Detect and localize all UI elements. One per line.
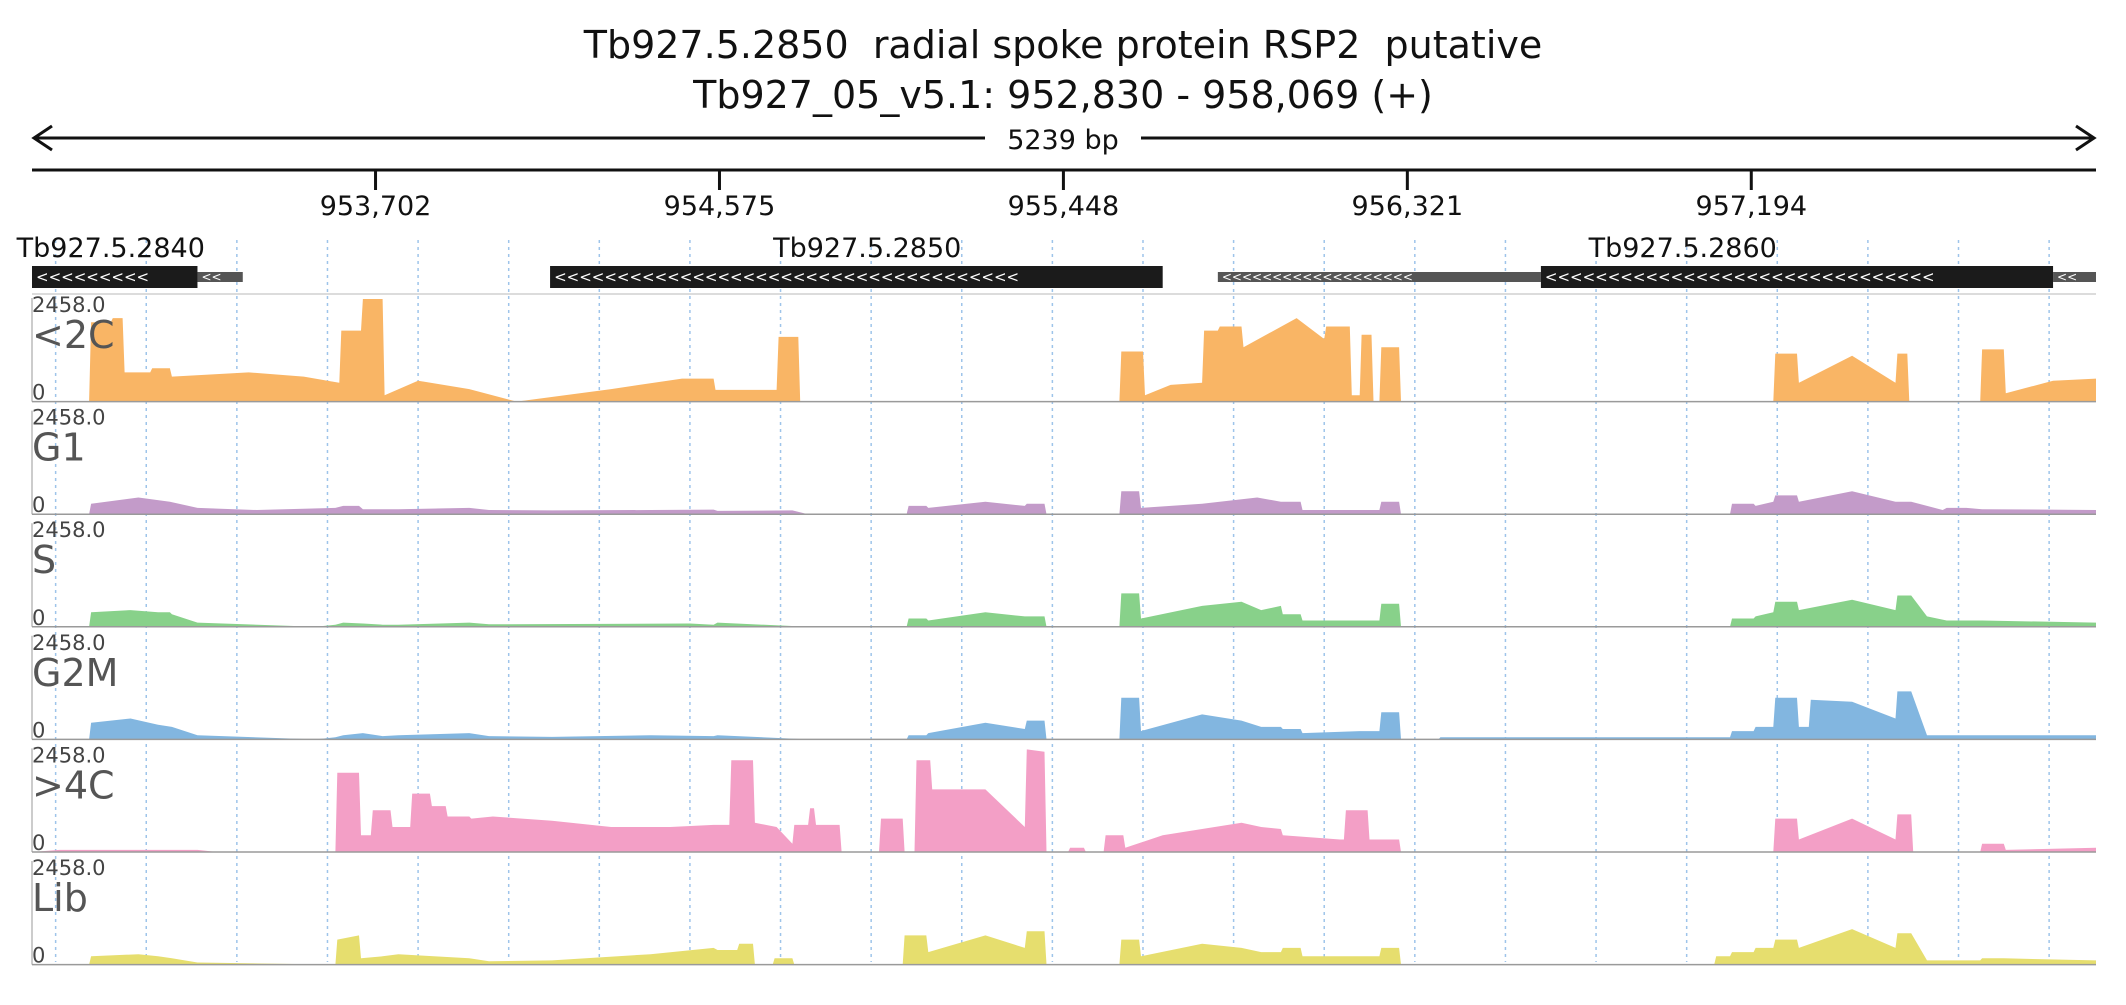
- track-max-label-4: 2458.0: [32, 743, 105, 767]
- track-zero-label-0: 0: [32, 381, 45, 405]
- track-name-1: G1: [32, 426, 86, 470]
- tick-label-1: 954,575: [664, 191, 776, 222]
- span-indicator: 5239 bp: [31, 124, 2097, 156]
- coverage-area-1: [32, 491, 2096, 515]
- track-name-2: S: [32, 538, 56, 582]
- track-name-3: G2M: [32, 651, 118, 695]
- span-arrow-head-left: [31, 124, 53, 152]
- track-zero-label-2: 0: [32, 606, 45, 630]
- gene-0-segment-1: [197, 272, 243, 282]
- track-max-label-3: 2458.0: [32, 631, 105, 655]
- tick-label-0: 953,702: [320, 191, 432, 222]
- gene-label-2: Tb927.5.2860: [1588, 233, 1777, 264]
- coverage-area-5: [32, 929, 2096, 965]
- gene-model-0: <<<<<<<<< <<Tb927.5.2840: [16, 233, 243, 288]
- track-2: 2458.0S 0: [31, 518, 2096, 630]
- tick-label-4: 957,194: [1695, 191, 1807, 222]
- track-max-label-5: 2458.0: [32, 856, 105, 880]
- track-4: 2458.0>4C 0: [31, 743, 2096, 855]
- gene-2-segment-2: [2053, 272, 2096, 282]
- gene-0-strand-arrows-0: <<<<<<<<<: [36, 268, 149, 286]
- gene-2-strand-arrows-1: <<<<<<<<<<<<<<<<<<<<<<<<<<<<<<<: [1545, 268, 1935, 286]
- coordinate-ticks: 953,702 954,575 955,448 956,321 957,194: [320, 170, 1807, 222]
- gene-0-strand-arrows-1: <<: [201, 270, 221, 284]
- chart-title: Tb927.5.2850 radial spoke protein RSP2 p…: [583, 23, 1543, 67]
- track-1: 2458.0G1 0: [31, 406, 2096, 517]
- gene-1-segment-0: [550, 266, 1163, 288]
- coverage-area-4: [32, 749, 2096, 852]
- track-max-label-1: 2458.0: [32, 406, 105, 430]
- span-arrow-head-right: [2075, 124, 2097, 152]
- gene-1-strand-arrows-0: <<<<<<<<<<<<<<<<<<<<<<<<<<<<<<<<<<<<<: [554, 268, 1019, 286]
- gene-2-segment-1: [1540, 266, 2054, 288]
- chart-subtitle: Tb927_05_v5.1: 952,830 - 958,069 (+): [692, 73, 1433, 117]
- track-zero-label-3: 0: [32, 718, 45, 742]
- track-max-label-0: 2458.0: [32, 293, 105, 317]
- gene-model-1: <<<<<<<<<<<<<<<<<<<<<<<<<<<<<<<<<<<<< Tb9…: [550, 233, 1163, 288]
- tick-label-2: 955,448: [1008, 191, 1120, 222]
- gene-label-0: Tb927.5.2840: [16, 233, 205, 264]
- track-name-0: <2C: [32, 313, 115, 357]
- gene-2-strand-arrows-0: <<<<<<<<<<<<<<<<<<<: [1222, 270, 1413, 284]
- gene-label-1: Tb927.5.2850: [772, 233, 961, 264]
- gene-0-segment-0: [32, 266, 198, 288]
- track-name-4: >4C: [32, 763, 115, 807]
- track-name-5: Lib: [32, 876, 88, 920]
- track-zero-label-5: 0: [32, 944, 45, 968]
- tick-label-3: 956,321: [1352, 191, 1464, 222]
- coverage-tracks: 2458.0<2C02458.0G102458.0S02458.0G2M0245…: [31, 293, 2096, 968]
- coverage-area-3: [32, 691, 2096, 740]
- track-max-label-2: 2458.0: [32, 518, 105, 542]
- span-length-label: 5239 bp: [1007, 125, 1119, 156]
- gene-model-2: <<<<<<<<<<<<<<<<<<< <<<<<<<<<<<<<<<<<<<<<…: [1217, 233, 2096, 288]
- track-0: 2458.0<2C 0: [31, 293, 2096, 405]
- coverage-area-2: [32, 593, 2096, 627]
- coverage-area-0: [32, 299, 2096, 402]
- gene-models-track: <<<<<<<<< <<Tb927.5.2840<<<<<<<<<<<<<<<<<…: [16, 233, 2096, 295]
- gene-2-strand-arrows-2: <<: [2057, 270, 2077, 284]
- gene-2-segment-0: [1217, 272, 1541, 282]
- track-zero-label-1: 0: [32, 493, 45, 517]
- track-zero-label-4: 0: [32, 831, 45, 855]
